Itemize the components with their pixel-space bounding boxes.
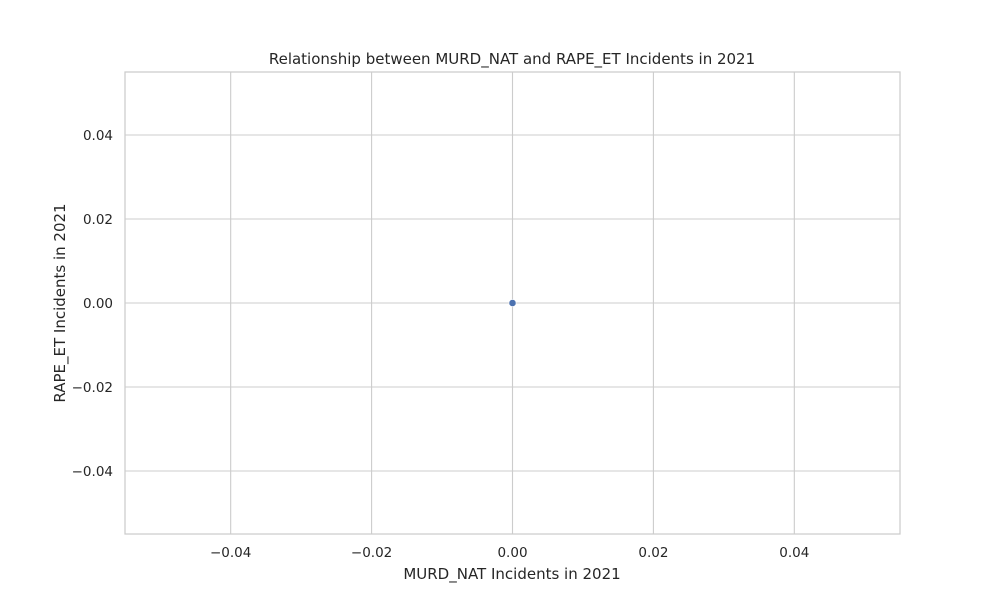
data-points xyxy=(508,299,517,307)
x-tick-label: 0.04 xyxy=(779,545,809,561)
x-tick-label: −0.04 xyxy=(210,545,251,561)
x-tick-label: 0.02 xyxy=(638,545,668,561)
y-tick-label: −0.02 xyxy=(72,380,113,396)
y-tick-label: 0.02 xyxy=(83,212,113,228)
chart-title: Relationship between MURD_NAT and RAPE_E… xyxy=(269,50,755,69)
x-tick-label: 0.00 xyxy=(497,545,527,561)
y-tick-label: 0.04 xyxy=(83,128,113,144)
data-point xyxy=(508,299,517,307)
y-axis-label: RAPE_ET Incidents in 2021 xyxy=(51,203,70,402)
y-tick-label: −0.04 xyxy=(72,464,113,480)
tick-labels: −0.04 −0.02 0.00 0.02 0.04 −0.04 −0.02 0.00 0.02… xyxy=(72,128,810,561)
plot-frame xyxy=(124,71,901,535)
y-tick-label: 0.00 xyxy=(83,296,113,312)
x-axis-label: MURD_NAT Incidents in 2021 xyxy=(403,565,620,584)
x-tick-label: −0.02 xyxy=(351,545,392,561)
